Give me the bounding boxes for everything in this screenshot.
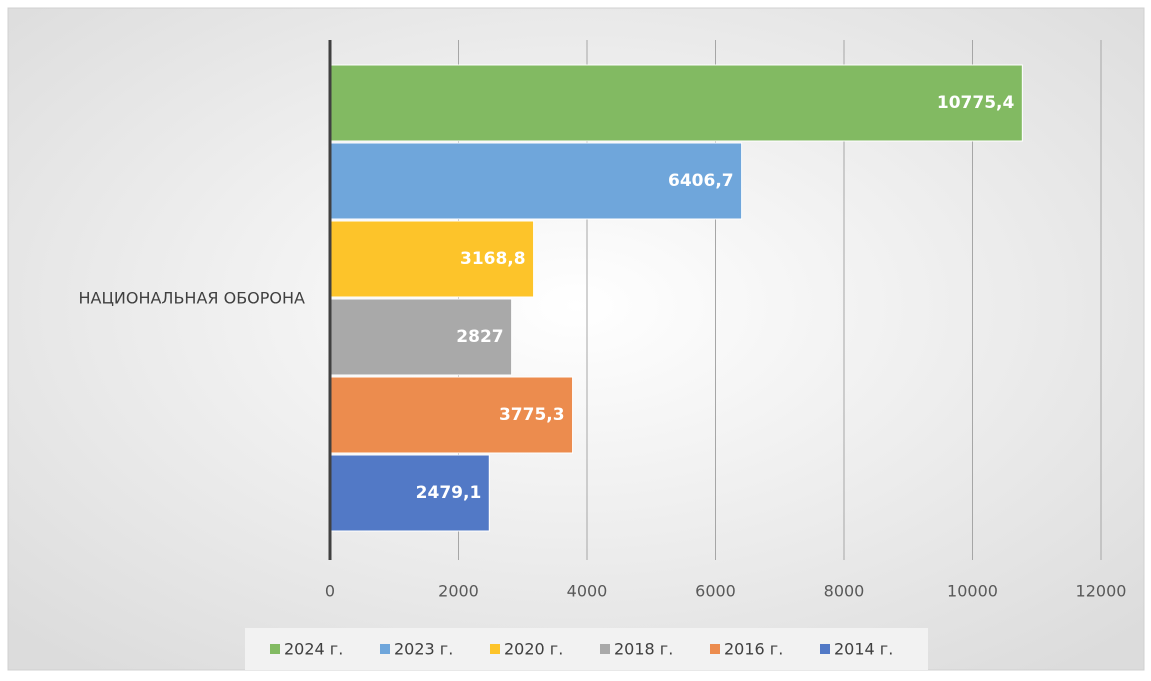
legend-swatch bbox=[380, 644, 390, 654]
data-label: 2479,1 bbox=[416, 483, 482, 503]
legend-label: 2018 г. bbox=[614, 640, 673, 659]
legend-swatch bbox=[270, 644, 280, 654]
x-tick-label: 0 bbox=[325, 582, 335, 601]
data-label: 3168,8 bbox=[460, 249, 526, 269]
category-label: НАЦИОНАЛЬНАЯ ОБОРОНА bbox=[78, 289, 305, 308]
legend-swatch bbox=[820, 644, 830, 654]
x-tick-label: 6000 bbox=[695, 582, 736, 601]
legend-swatch bbox=[490, 644, 500, 654]
legend-label: 2023 г. bbox=[394, 640, 453, 659]
data-label: 6406,7 bbox=[668, 171, 734, 191]
data-label: 3775,3 bbox=[499, 405, 565, 425]
x-tick-label: 8000 bbox=[824, 582, 865, 601]
legend-label: 2016 г. bbox=[724, 640, 783, 659]
legend-background bbox=[245, 628, 928, 670]
x-tick-label: 10000 bbox=[947, 582, 998, 601]
bar bbox=[329, 298, 513, 376]
legend-label: 2024 г. bbox=[284, 640, 343, 659]
legend-swatch bbox=[600, 644, 610, 654]
data-label: 10775,4 bbox=[937, 93, 1015, 113]
bar bbox=[329, 64, 1023, 142]
legend-label: 2020 г. bbox=[504, 640, 563, 659]
x-tick-label: 4000 bbox=[567, 582, 608, 601]
legend-swatch bbox=[710, 644, 720, 654]
x-tick-label: 12000 bbox=[1076, 582, 1127, 601]
data-label: 2827 bbox=[456, 327, 503, 347]
legend-label: 2014 г. bbox=[834, 640, 893, 659]
bar bbox=[329, 454, 490, 532]
x-tick-label: 2000 bbox=[438, 582, 479, 601]
